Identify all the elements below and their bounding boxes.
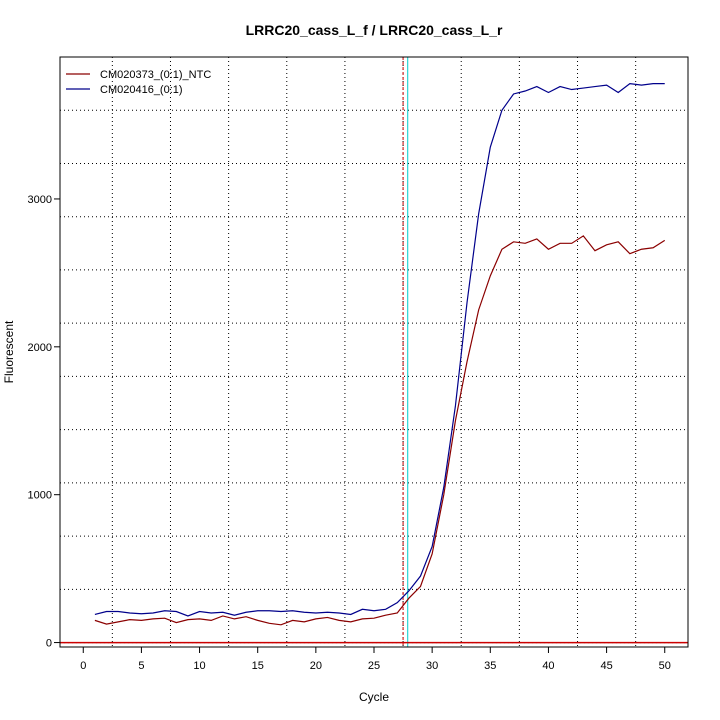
y-tick-label-3: 3000 — [28, 194, 52, 206]
threshold-layer — [60, 57, 688, 647]
x-tick-label-3: 15 — [252, 660, 264, 672]
x-axis: 0 5 10 15 20 25 30 35 40 45 50 — [80, 647, 671, 672]
plot-frame — [59, 56, 689, 648]
y-tick-label-1: 1000 — [28, 490, 52, 502]
grid-layer — [60, 57, 688, 647]
x-tick-label-7: 35 — [484, 660, 496, 672]
x-tick-label-1: 5 — [138, 660, 144, 672]
x-tick-label-2: 10 — [193, 660, 205, 672]
legend: CM020373_(0:1)_NTC CM020416_(0:1) — [66, 69, 211, 96]
y-tick-label-0: 0 — [46, 638, 52, 650]
x-tick-label-10: 50 — [659, 660, 671, 672]
x-tick-label-4: 20 — [310, 660, 322, 672]
x-axis-label: Cycle — [359, 690, 389, 704]
chart-title: LRRC20_cass_L_f / LRRC20_cass_L_r — [246, 22, 503, 38]
x-tick-label-5: 25 — [368, 660, 380, 672]
x-tick-label-9: 45 — [600, 660, 612, 672]
series-line-1 — [94, 82, 665, 617]
series-layer — [94, 82, 666, 626]
y-axis-label: Fluorescent — [2, 320, 16, 383]
x-tick-label-0: 0 — [80, 660, 86, 672]
legend-label-0: CM020373_(0:1)_NTC — [100, 69, 211, 81]
y-axis: 0 1000 2000 3000 — [28, 194, 60, 650]
x-tick-label-6: 30 — [426, 660, 438, 672]
legend-label-1: CM020416_(0:1) — [100, 84, 183, 96]
y-tick-label-2: 2000 — [28, 342, 52, 354]
series-line-0 — [94, 235, 666, 626]
x-tick-label-8: 40 — [542, 660, 554, 672]
